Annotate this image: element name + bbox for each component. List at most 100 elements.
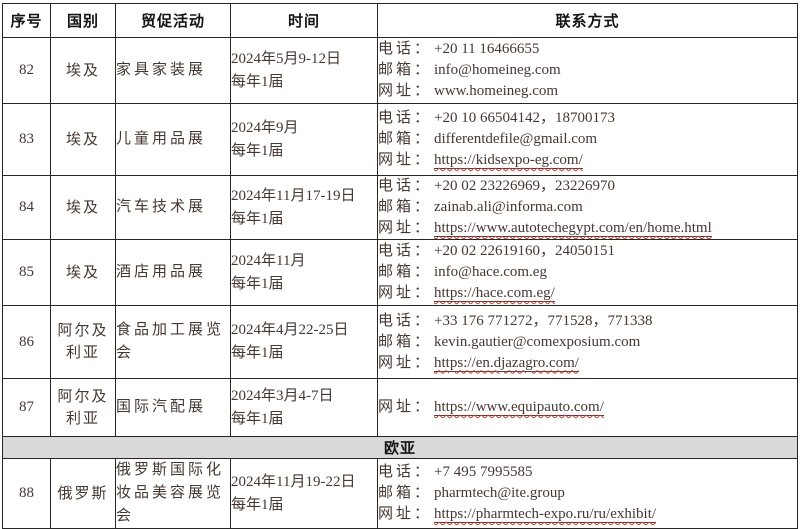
cell-country: 埃及: [50, 175, 116, 240]
table-row: 84 埃及 汽车技术展 2024年11月17-19日 每年1届 电话： +20 02 232…: [2, 175, 798, 240]
time-line: 2024年11月: [231, 252, 306, 269]
cell-country: 阿尔及利亚: [50, 305, 116, 379]
contact-line: 网址： https://www.equipauto.com/: [379, 397, 797, 418]
cell-activity: 家具家装展: [115, 37, 231, 104]
cell-no: 87: [2, 378, 51, 437]
col-header-no: 序号: [2, 3, 51, 38]
contact-link[interactable]: https://hace.com.eg/: [434, 285, 555, 302]
time-line: 2024年5月9-12日: [231, 50, 342, 67]
cell-time: 2024年3月4-7日 每年1届: [230, 378, 378, 437]
col-header-activity: 贸促活动: [115, 3, 231, 38]
contact-value: +20 10 66504142，18700173: [434, 110, 615, 126]
contact-label: 邮箱：: [378, 131, 433, 147]
contact-link[interactable]: https://www.equipauto.com/: [434, 399, 604, 416]
time-line: 2024年11月17-19日: [231, 187, 356, 204]
contact-label: 网址：: [378, 354, 433, 371]
contact-value: pharmtech@ite.group: [434, 485, 565, 501]
contact-label: 邮箱：: [378, 333, 433, 350]
cell-time: 2024年11月19-22日 每年1届: [230, 458, 378, 529]
cell-contact: 电话： +33 176 771272，771528，771338 邮箱： kevin.…: [377, 305, 798, 379]
cell-no: 85: [2, 239, 51, 306]
cell-time: 2024年9月 每年1届: [230, 103, 378, 176]
cell-no: 83: [2, 103, 51, 176]
cell-no: 86: [2, 305, 51, 379]
cell-no: 82: [2, 37, 51, 104]
cell-no: 88: [2, 458, 51, 529]
table-row: 88 俄罗斯 俄罗斯国际化妆品美容展览会 2024年11月19-22日 每年1届 电话： +…: [2, 458, 798, 529]
table-row: 85 埃及 酒店用品展 2024年11月 每年1届 电话： +20 02 22619160，…: [2, 239, 798, 306]
cell-time: 2024年11月 每年1届: [230, 239, 378, 306]
cell-activity: 酒店用品展: [115, 239, 231, 306]
contact-line: 电话： +7 495 7995585: [378, 462, 797, 483]
cell-country: 埃及: [50, 103, 116, 176]
contact-line: 电话： +20 02 22619160，24050151: [378, 241, 797, 262]
time-line: 每年1届: [231, 496, 284, 513]
time-line: 每年1届: [231, 73, 284, 90]
contact-value: +20 02 23226969，23226970: [434, 178, 615, 194]
contact-value: info@hace.com.eg: [434, 264, 547, 280]
contact-line: 邮箱： info@homeineg.com: [379, 60, 797, 81]
cell-country: 埃及: [50, 239, 116, 306]
contact-line: 邮箱： pharmtech@ite.group: [378, 483, 797, 504]
time-line: 2024年3月4-7日: [231, 387, 334, 404]
contact-label: 邮箱：: [378, 199, 433, 215]
contact-line: 网址： https://hace.com.eg/: [379, 283, 797, 304]
cell-time: 2024年4月22-25日 每年1届: [230, 305, 378, 379]
time-line: 每年1届: [231, 275, 284, 292]
contact-line: 网址： https://pharmtech-expo.ru/ru/exhibit/: [378, 504, 797, 525]
section-row: 欧亚: [2, 436, 798, 459]
cell-activity: 儿童用品展: [115, 103, 231, 176]
cell-country: 埃及: [50, 37, 116, 104]
contact-value: +7 495 7995585: [434, 464, 533, 480]
section-header: 欧亚: [2, 436, 798, 459]
contact-line: 邮箱： differentdefile@gmail.com: [378, 129, 797, 150]
contact-label: 电话：: [378, 110, 433, 126]
cell-activity: 国际汽配展: [115, 378, 231, 437]
contact-line: 网址： https://kidsexpo-eg.com/: [378, 150, 797, 171]
cell-activity: 汽车技术展: [115, 175, 231, 240]
contact-link[interactable]: https://en.djazagro.com/: [434, 354, 579, 372]
table-row: 86 阿尔及利亚 食品加工展览会 2024年4月22-25日 每年1届 电话： +33 17…: [2, 305, 798, 379]
col-header-contact: 联系方式: [377, 3, 798, 38]
contact-value: +20 02 22619160，24050151: [434, 243, 615, 259]
contact-value: www.homeineg.com: [434, 83, 559, 99]
cell-time: 2024年5月9-12日 每年1届: [230, 37, 378, 104]
table-row: 87 阿尔及利亚 国际汽配展 2024年3月4-7日 每年1届 网址： https://ww…: [2, 378, 798, 437]
contact-label: 电话：: [378, 464, 433, 480]
cell-contact: 电话： +20 11 16466655 邮箱： info@homeineg.com 网址…: [377, 37, 798, 104]
time-line: 2024年11月19-22日: [231, 473, 356, 490]
contact-label: 网址：: [378, 220, 433, 236]
cell-activity: 俄罗斯国际化妆品美容展览会: [115, 458, 231, 529]
contact-value: +33 176 771272，771528，771338: [434, 312, 653, 329]
contact-link[interactable]: https://kidsexpo-eg.com/: [434, 152, 583, 169]
contact-label: 电话：: [378, 41, 433, 57]
contact-value: zainab.ali@informa.com: [434, 199, 583, 215]
cell-contact: 网址： https://www.equipauto.com/: [377, 378, 798, 437]
contact-line: 电话： +20 10 66504142，18700173: [378, 108, 797, 129]
contact-link[interactable]: https://pharmtech-expo.ru/ru/exhibit/: [434, 506, 657, 523]
contact-link[interactable]: https://www.autotechegypt.com/en/home.ht…: [434, 220, 712, 237]
time-line: 2024年4月22-25日: [231, 322, 349, 338]
contact-value: differentdefile@gmail.com: [434, 131, 598, 147]
contact-label: 网址：: [378, 152, 433, 168]
col-header-time: 时间: [230, 3, 378, 38]
cell-contact: 电话： +7 495 7995585 邮箱： pharmtech@ite.group 网…: [377, 458, 798, 529]
contact-label: 电话：: [378, 178, 433, 194]
cell-time: 2024年11月17-19日 每年1届: [230, 175, 378, 240]
contact-label: 邮箱：: [378, 485, 433, 501]
cell-country: 阿尔及利亚: [50, 378, 116, 437]
contact-value: +20 11 16466655: [434, 41, 540, 57]
contact-value: info@homeineg.com: [434, 62, 561, 78]
contact-value: kevin.gautier@comexposium.com: [434, 333, 641, 350]
cell-contact: 电话： +20 10 66504142，18700173 邮箱： differentd…: [377, 103, 798, 176]
contact-line: 网址： https://en.djazagro.com/: [378, 353, 797, 374]
table-body: 82 埃及 家具家装展 2024年5月9-12日 每年1届 电话： +20 11 16466…: [2, 37, 798, 529]
table-row: 83 埃及 儿童用品展 2024年9月 每年1届 电话： +20 10 66504142，1…: [2, 103, 798, 176]
contact-label: 网址：: [378, 506, 433, 522]
trade-events-table: 序号 国别 贸促活动 时间 联系方式 82 埃及 家具家装展 2024年5月9-12日…: [2, 3, 798, 529]
col-header-country: 国别: [50, 3, 116, 38]
contact-label: 电话：: [378, 243, 433, 259]
time-line: 每年1届: [231, 142, 284, 159]
time-line: 每年1届: [231, 345, 284, 361]
contact-line: 电话： +20 02 23226969，23226970: [378, 177, 797, 198]
